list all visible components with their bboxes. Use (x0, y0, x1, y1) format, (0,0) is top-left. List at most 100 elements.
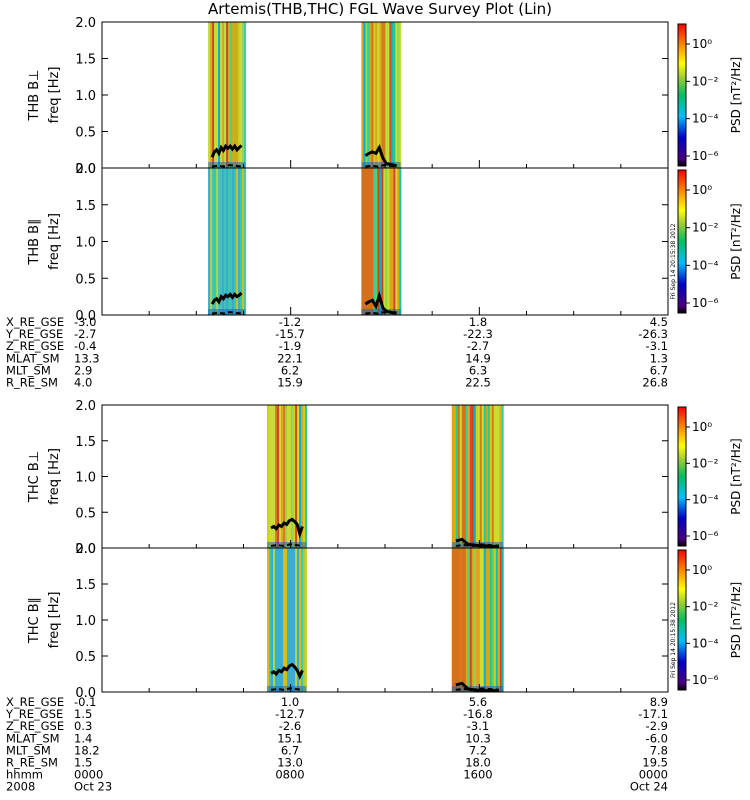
spectrogram-stripe (487, 405, 490, 548)
ephemeris-value: -2.9 (646, 719, 668, 733)
y-tick-label: 2.0 (75, 16, 96, 31)
spectrogram-stripe (244, 22, 247, 168)
spectrogram-stripe (234, 22, 237, 168)
spectrogram-stripe (267, 405, 270, 548)
cutoff-line (364, 144, 397, 168)
colorbar-tick-label: 10⁻² (692, 74, 719, 88)
spectrogram-stripe (479, 548, 482, 692)
ephemeris-value: 10.3 (465, 731, 491, 745)
spectrogram-stripe (377, 168, 380, 315)
spectrogram-stripe (383, 22, 386, 168)
spectrogram-stripe (491, 548, 494, 692)
spectrogram-stripe (303, 548, 306, 692)
cutoff-dashed-line (365, 164, 397, 168)
ephemeris-value: 1.0 (281, 695, 299, 709)
spectrogram-stripe (293, 405, 296, 548)
ephemeris-value: -0.1 (74, 695, 96, 709)
y-tick-label: 0.0 (75, 309, 96, 324)
spectrogram-stripe (375, 168, 378, 315)
spectrogram-stripe (485, 548, 488, 692)
y-tick-label: 1.5 (75, 435, 96, 450)
low-frequency-band (361, 162, 401, 168)
spectrogram-stripe (383, 168, 386, 315)
spectrogram-stripe (483, 405, 486, 548)
spectrogram-stripe (238, 22, 241, 168)
ephemeris-label: Z_RE_GSE (6, 339, 64, 353)
ephemeris-label: R_RE_SM (6, 376, 58, 390)
ephemeris-value: 1.8 (469, 315, 487, 329)
colorbar-tick-label: 10⁻⁶ (692, 529, 719, 543)
ephemeris-value: 0000 (639, 768, 668, 782)
ephemeris-value: 2.9 (74, 363, 92, 377)
spectrogram-stripe (281, 548, 284, 692)
spectrogram-stripe (461, 405, 464, 548)
colorbar-tick-label: 10⁰ (692, 563, 712, 577)
ephemeris-value: -26.3 (638, 327, 668, 341)
ephemeris-value: -22.3 (463, 327, 493, 341)
colorbar-tick-label: 10⁻⁴ (692, 112, 719, 126)
ephemeris-value: 15.1 (277, 731, 303, 745)
ephemeris-value: 15.9 (277, 376, 303, 390)
ephemeris-value: -16.8 (463, 707, 493, 721)
ephemeris-value: 18.0 (465, 756, 491, 770)
spectrogram-stripe (232, 168, 235, 315)
spectrogram-stripe (365, 22, 368, 168)
spectrogram-stripe (487, 548, 490, 692)
y-tick-label: 1.0 (75, 89, 96, 104)
cutoff-line (455, 681, 499, 693)
spectrogram-stripe (481, 548, 484, 692)
spectrogram-stripe (493, 405, 496, 548)
ephemeris-label: MLT_SM (6, 363, 51, 377)
spectrogram-stripe (393, 168, 396, 315)
spectrogram-stripe (281, 405, 284, 548)
spectrogram-stripe (305, 405, 308, 548)
ephemeris-value: Oct 24 (630, 780, 668, 794)
spectrogram-stripe (271, 405, 274, 548)
ephemeris-value: -2.7 (74, 327, 96, 341)
spectrogram-stripe (485, 405, 488, 548)
spectrogram-stripe (387, 168, 390, 315)
spectrogram-stripe (220, 168, 223, 315)
spectrogram-stripe (226, 22, 229, 168)
ephemeris-label: 2008 (6, 780, 35, 794)
spectrogram-stripe (397, 22, 400, 168)
ephemeris-label: MLAT_SM (6, 351, 60, 365)
spectrogram-stripe (232, 22, 235, 168)
colorbar-tick-label: 10⁻⁴ (692, 493, 719, 507)
spectrogram-stripe (218, 168, 221, 315)
panel-ylabel: THC B⊥ (27, 451, 42, 503)
spectrogram-stripe (273, 405, 276, 548)
spectrogram-stripe (224, 22, 227, 168)
spectrogram-stripe (459, 405, 462, 548)
spectrogram-stripe (479, 405, 482, 548)
spectrogram-stripe (475, 548, 478, 692)
spectrogram-stripe (303, 405, 306, 548)
low-frequency-band (361, 309, 401, 315)
low-frequency-band (267, 686, 307, 692)
spectrogram-stripe (471, 548, 474, 692)
spectrogram-stripe (210, 168, 213, 315)
y-tick-label: 0.0 (75, 162, 96, 177)
spectrogram-stripe (271, 548, 274, 692)
spectrogram-stripe (216, 22, 219, 168)
spectrogram-stripe (369, 22, 372, 168)
spectrogram-stripe (499, 405, 502, 548)
panel-ysublabel: freq [Hz] (47, 67, 62, 124)
colorbar-label: PSD [nT²/Hz] (729, 582, 743, 658)
spectrogram-stripe (465, 405, 468, 548)
spectrogram-stripe (269, 548, 272, 692)
spectrogram-stripe (208, 22, 211, 168)
spectrogram-stripe (469, 405, 472, 548)
spectrogram-stripe (242, 22, 245, 168)
y-tick-label: 0.0 (75, 542, 96, 557)
spectrogram-stripe (299, 548, 302, 692)
colorbar-label: PSD [nT²/Hz] (729, 438, 743, 514)
spectrogram-stripe (287, 548, 290, 692)
spectrogram-stripe (226, 168, 229, 315)
spectrogram-stripe (481, 405, 484, 548)
ephemeris-value: 0000 (74, 768, 103, 782)
spectrogram-stripe (367, 168, 370, 315)
spectrogram-stripe (461, 548, 464, 692)
spectrogram-stripe (244, 168, 247, 315)
